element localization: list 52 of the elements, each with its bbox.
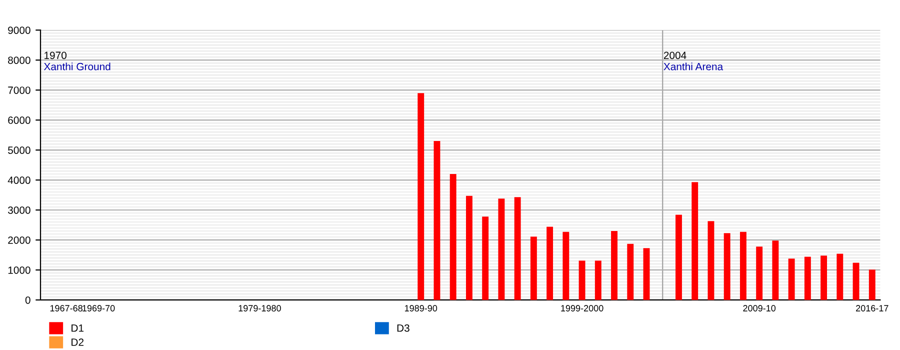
bar xyxy=(482,216,489,300)
bar xyxy=(578,260,586,300)
x-tick-label: 2009-10 xyxy=(743,305,776,312)
x-tick-label: 1967-68 xyxy=(50,305,82,312)
legend-label: D2 xyxy=(72,338,84,346)
bar xyxy=(418,93,424,300)
bar xyxy=(514,197,521,300)
bar xyxy=(692,182,698,300)
legend-label: D1 xyxy=(72,324,84,332)
y-tick-label: 6000 xyxy=(8,116,30,124)
x-tick-label: 2016-17 xyxy=(856,305,888,312)
bar xyxy=(740,232,746,300)
bar xyxy=(466,196,472,300)
x-tick-label: 1979-1980 xyxy=(238,305,281,312)
bar xyxy=(450,174,456,300)
bar xyxy=(820,256,828,300)
bar xyxy=(611,230,618,300)
bar xyxy=(852,262,860,300)
bar xyxy=(868,270,876,300)
annotation: 2004 xyxy=(664,52,686,60)
bar xyxy=(643,248,650,300)
bar xyxy=(562,232,570,300)
x-tick-label: 1969-70 xyxy=(82,305,115,312)
y-tick-label: 0 xyxy=(25,296,30,304)
legend-label: D3 xyxy=(397,324,410,332)
bar xyxy=(594,260,602,300)
bar xyxy=(836,254,844,300)
bar xyxy=(788,258,795,300)
x-tick-label: 1989-90 xyxy=(404,305,438,312)
y-tick-label: 2000 xyxy=(8,236,30,244)
bar xyxy=(434,141,440,300)
bar xyxy=(804,256,811,300)
bar xyxy=(756,246,763,300)
y-tick-label: 7000 xyxy=(8,86,30,94)
y-tick-label: 1000 xyxy=(8,266,30,274)
bar xyxy=(530,236,537,300)
bar xyxy=(772,240,779,300)
x-tick-label: 1999-2000 xyxy=(561,305,604,312)
y-tick-label: 8000 xyxy=(8,56,30,64)
bar xyxy=(708,221,714,300)
y-tick-label: 9000 xyxy=(8,26,30,34)
annotation: Xanthi Arena xyxy=(664,62,724,70)
annotation: Xanthi Ground xyxy=(44,62,110,70)
y-tick-label: 5000 xyxy=(8,146,30,154)
bar xyxy=(676,214,682,300)
bar xyxy=(498,198,505,300)
bar xyxy=(724,233,730,300)
bar xyxy=(627,244,634,300)
y-tick-label: 4000 xyxy=(8,176,30,184)
y-tick-label: 3000 xyxy=(8,206,30,214)
bar xyxy=(546,226,554,300)
annotation: 1970 xyxy=(44,52,66,60)
